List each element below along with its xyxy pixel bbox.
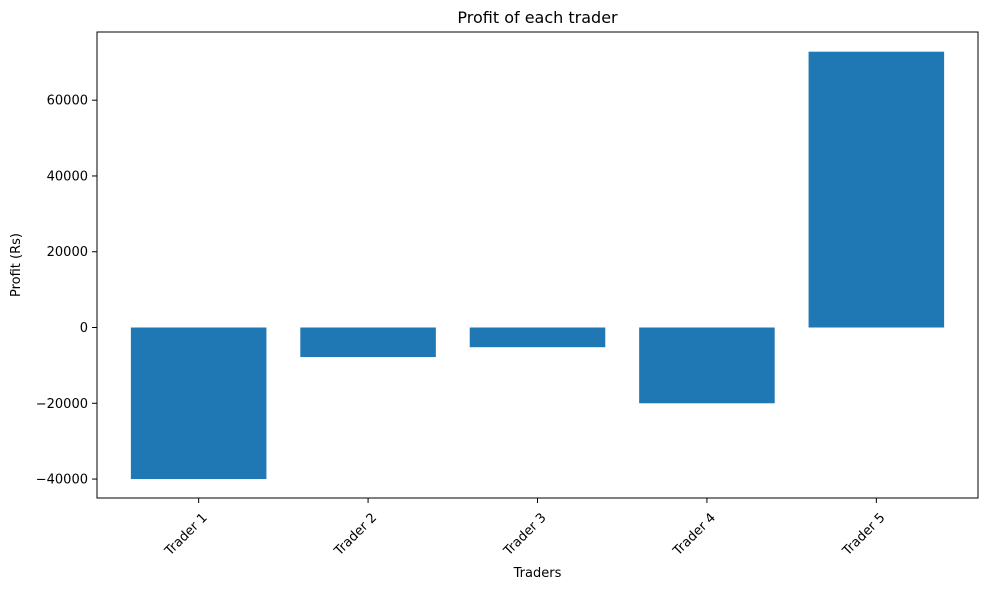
y-tick-label: 20000 bbox=[47, 245, 88, 260]
y-axis-label: Profit (Rs) bbox=[9, 233, 24, 297]
y-tick-label: 60000 bbox=[47, 94, 88, 109]
bar-3 bbox=[469, 327, 606, 348]
y-tick-label: 40000 bbox=[47, 169, 88, 184]
x-axis-label: Traders bbox=[513, 566, 562, 581]
y-tick-label: −40000 bbox=[36, 473, 88, 488]
bar-5 bbox=[808, 51, 945, 328]
chart-title: Profit of each trader bbox=[457, 8, 618, 27]
bar-1 bbox=[130, 327, 267, 480]
y-axis: −40000 −20000 0 20000 40000 60000 bbox=[36, 94, 97, 488]
bars-group bbox=[130, 51, 945, 480]
y-tick-label: −20000 bbox=[36, 397, 88, 412]
bar-2 bbox=[300, 327, 436, 358]
y-tick-label: 0 bbox=[80, 321, 88, 336]
bar-4 bbox=[639, 327, 775, 404]
